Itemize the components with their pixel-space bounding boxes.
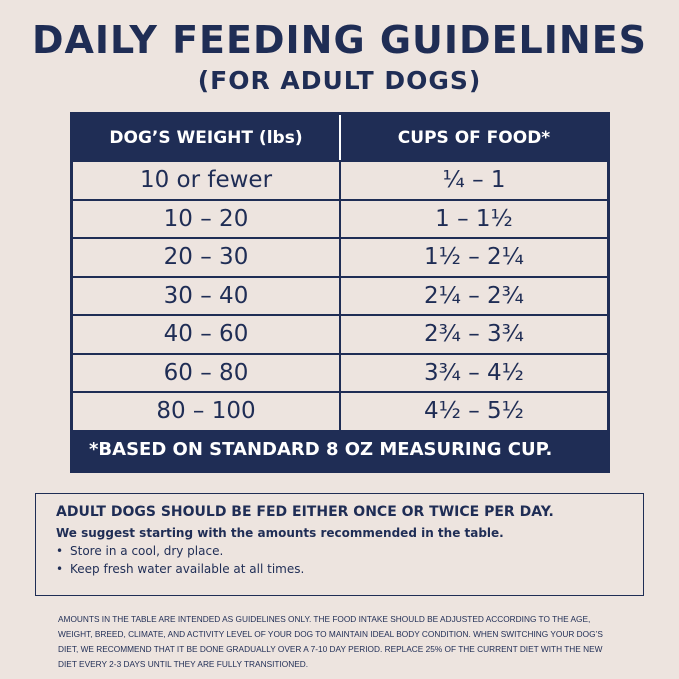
table-row: 40 – 60 2¾ – 3¾	[73, 314, 607, 353]
bullet: Store in a cool, dry place.	[56, 544, 623, 558]
table-cell: 3¾ – 4½	[339, 354, 607, 391]
table-footnote: *BASED ON STANDARD 8 OZ MEASURING CUP.	[73, 429, 607, 470]
table-cell: 80 – 100	[156, 398, 256, 425]
table-row: 10 or fewer ¼ – 1	[73, 160, 607, 199]
table-cell: 10 – 20	[163, 205, 249, 232]
table-cell: 40 – 60	[163, 321, 249, 348]
table-row: 10 – 20 1 – 1½	[73, 198, 607, 237]
table-cell: 1½ – 2¼	[339, 239, 607, 276]
table-row: 80 – 100 4½ – 5½	[73, 391, 607, 430]
subtitle: (FOR ADULT DOGS)	[197, 66, 482, 95]
table-row: 30 – 40 2¼ – 2¾	[73, 275, 607, 314]
table-cell: 20 – 30	[163, 244, 249, 271]
feeding-table: DOG’S WEIGHT (lbs) CUPS OF FOOD* 10 or f…	[70, 112, 610, 473]
title: DAILY FEEDING GUIDELINES	[31, 18, 648, 62]
table-cell: 4½ – 5½	[339, 393, 607, 430]
notes-box: ADULT DOGS SHOULD BE FED EITHER ONCE OR …	[35, 493, 644, 596]
table-row: 60 – 80 3¾ – 4½	[73, 352, 607, 391]
table-cell: 60 – 80	[163, 359, 249, 386]
header-cell: CUPS OF FOOD*	[339, 115, 607, 160]
table-cell: 1 – 1½	[339, 200, 607, 237]
table-header: DOG’S WEIGHT (lbs) CUPS OF FOOD*	[73, 115, 607, 160]
header-cell: DOG’S WEIGHT (lbs)	[109, 127, 303, 148]
table-cell: 2¾ – 3¾	[339, 316, 607, 353]
table-cell: 10 or fewer	[139, 167, 273, 194]
notes-heading: ADULT DOGS SHOULD BE FED EITHER ONCE OR …	[56, 504, 554, 520]
notes-intro: We suggest starting with the amounts rec…	[56, 526, 504, 540]
table-cell: 2¼ – 2¾	[339, 277, 607, 314]
disclaimer: AMOUNTS IN THE TABLE ARE INTENDED AS GUI…	[58, 614, 603, 669]
bullet: Keep fresh water available at all times.	[56, 562, 623, 576]
table-cell: 30 – 40	[163, 282, 249, 309]
table-row: 20 – 30 1½ – 2¼	[73, 237, 607, 276]
table-cell: ¼ – 1	[339, 162, 607, 199]
